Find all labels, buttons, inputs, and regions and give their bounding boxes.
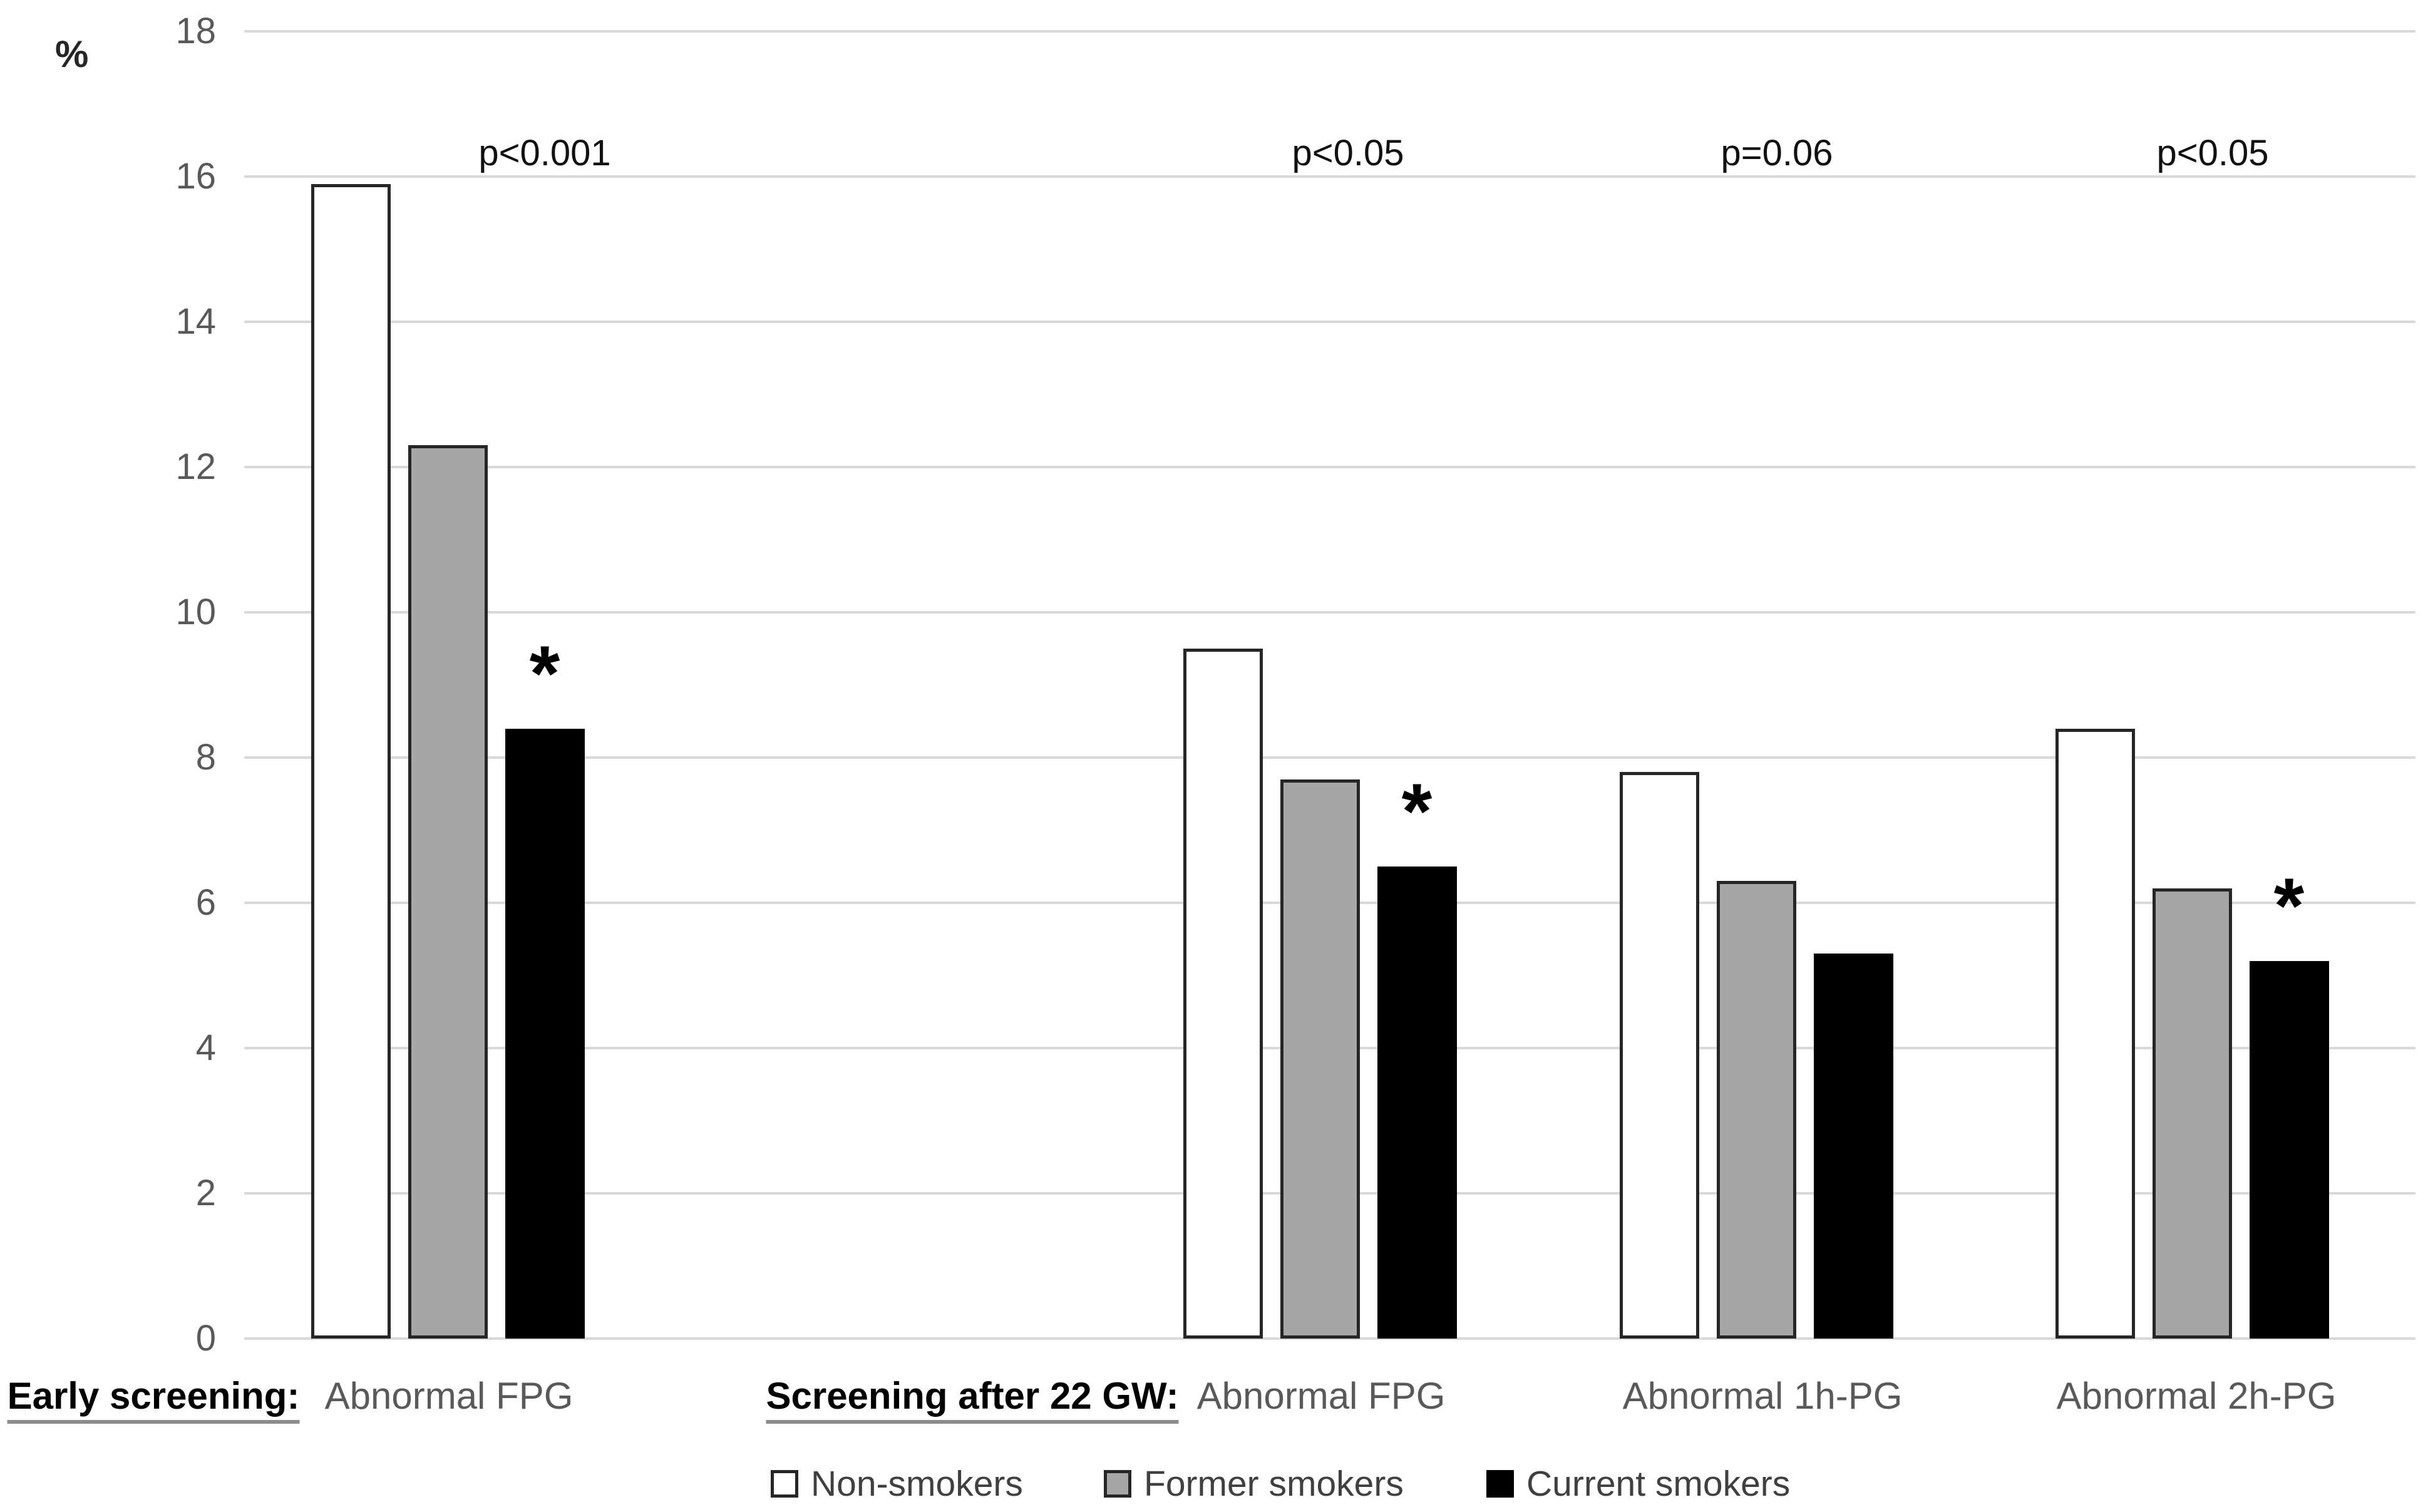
- legend-item-non-smokers: Non-smokers: [771, 1465, 1023, 1503]
- legend-label: Current smokers: [1526, 1464, 1791, 1504]
- x-axis-category-label: Abnormal FPG: [1196, 1375, 1446, 1417]
- gridline-12: [244, 466, 2415, 468]
- gridline-14: [244, 321, 2415, 323]
- bar-non-smokers-group3: [1620, 772, 1699, 1339]
- p-value-label-group2: p<0.05: [1292, 133, 1404, 173]
- significance-asterisk-group2: *: [1401, 768, 1433, 855]
- legend-swatch-current-smokers: [1486, 1470, 1514, 1498]
- legend-label: Former smokers: [1144, 1464, 1404, 1504]
- x-axis-category-label: Abnormal 1h-PG: [1622, 1375, 1903, 1417]
- y-tick-label-18: 18: [175, 11, 216, 51]
- bar-current-smokers-group4: [2250, 961, 2329, 1339]
- y-tick-label-14: 14: [175, 301, 216, 342]
- x-axis-section-label: Screening after 22 GW:: [766, 1376, 1179, 1424]
- y-tick-label-6: 6: [195, 882, 216, 923]
- y-tick-label-0: 0: [195, 1318, 216, 1359]
- gridline-16: [244, 175, 2415, 178]
- p-value-label-group1: p<0.001: [478, 133, 611, 173]
- legend-label: Non-smokers: [811, 1464, 1023, 1504]
- y-tick-label-2: 2: [195, 1173, 216, 1213]
- legend-item-former-smokers: Former smokers: [1104, 1465, 1404, 1503]
- y-tick-label-12: 12: [175, 446, 216, 487]
- y-tick-label-16: 16: [175, 156, 216, 197]
- bar-former-smokers-group1: [408, 445, 488, 1339]
- y-tick-label-4: 4: [195, 1027, 216, 1068]
- y-axis-unit-label: %: [55, 33, 89, 75]
- bar-former-smokers-group2: [1280, 779, 1360, 1339]
- legend-swatch-former-smokers: [1104, 1470, 1131, 1498]
- bar-former-smokers-group3: [1717, 881, 1796, 1339]
- p-value-label-group4: p<0.05: [2156, 133, 2269, 173]
- bar-current-smokers-group1: [505, 729, 585, 1339]
- bar-non-smokers-group2: [1183, 649, 1263, 1339]
- x-axis-section-label: Early screening:: [7, 1376, 300, 1424]
- legend-item-current-smokers: Current smokers: [1486, 1465, 1790, 1503]
- x-axis-category-label: Abnormal 2h-PG: [2056, 1375, 2337, 1417]
- x-axis-category-label: Abnormal FPG: [324, 1375, 574, 1417]
- bar-non-smokers-group4: [2055, 729, 2135, 1339]
- significance-asterisk-group4: *: [2273, 863, 2305, 950]
- significance-asterisk-group1: *: [529, 630, 560, 717]
- gridline-18: [244, 30, 2415, 33]
- gridline-0: [244, 1337, 2415, 1340]
- p-value-label-group3: p=0.06: [1721, 133, 1833, 173]
- bar-current-smokers-group3: [1814, 954, 1893, 1339]
- bar-non-smokers-group1: [311, 184, 391, 1339]
- gridline-8: [244, 756, 2415, 759]
- legend-swatch-non-smokers: [771, 1470, 798, 1498]
- y-tick-label-10: 10: [175, 592, 216, 632]
- y-tick-label-8: 8: [195, 737, 216, 778]
- bar-former-smokers-group4: [2153, 888, 2232, 1339]
- bar-current-smokers-group2: [1377, 867, 1457, 1339]
- gridline-10: [244, 611, 2415, 614]
